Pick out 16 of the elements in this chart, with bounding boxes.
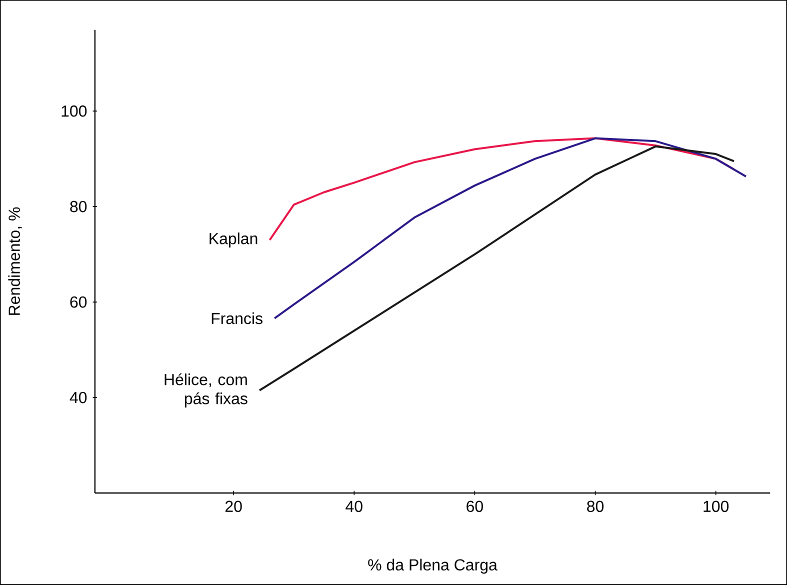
y-tick-label: 100 xyxy=(62,105,87,117)
line-series xyxy=(274,137,747,320)
y-axis-title: Rendimento, % xyxy=(8,207,22,315)
x-tick-label: 100 xyxy=(704,500,729,512)
line-series xyxy=(268,137,735,242)
y-tick-label: 80 xyxy=(70,200,87,212)
series-label: Francis xyxy=(212,312,262,324)
x-tick-label: 60 xyxy=(466,500,483,512)
series-label: Kaplan xyxy=(210,232,258,248)
x-tick-label: 80 xyxy=(587,500,604,512)
x-tick-label: 40 xyxy=(346,500,362,512)
x-tick-label: 20 xyxy=(225,500,242,512)
y-tick-label: 40 xyxy=(70,392,87,404)
series-label: Hélice, com pás fixas xyxy=(164,373,248,408)
x-axis-title: % da Plena Carga xyxy=(368,558,498,574)
y-tick-label: 60 xyxy=(70,296,87,308)
